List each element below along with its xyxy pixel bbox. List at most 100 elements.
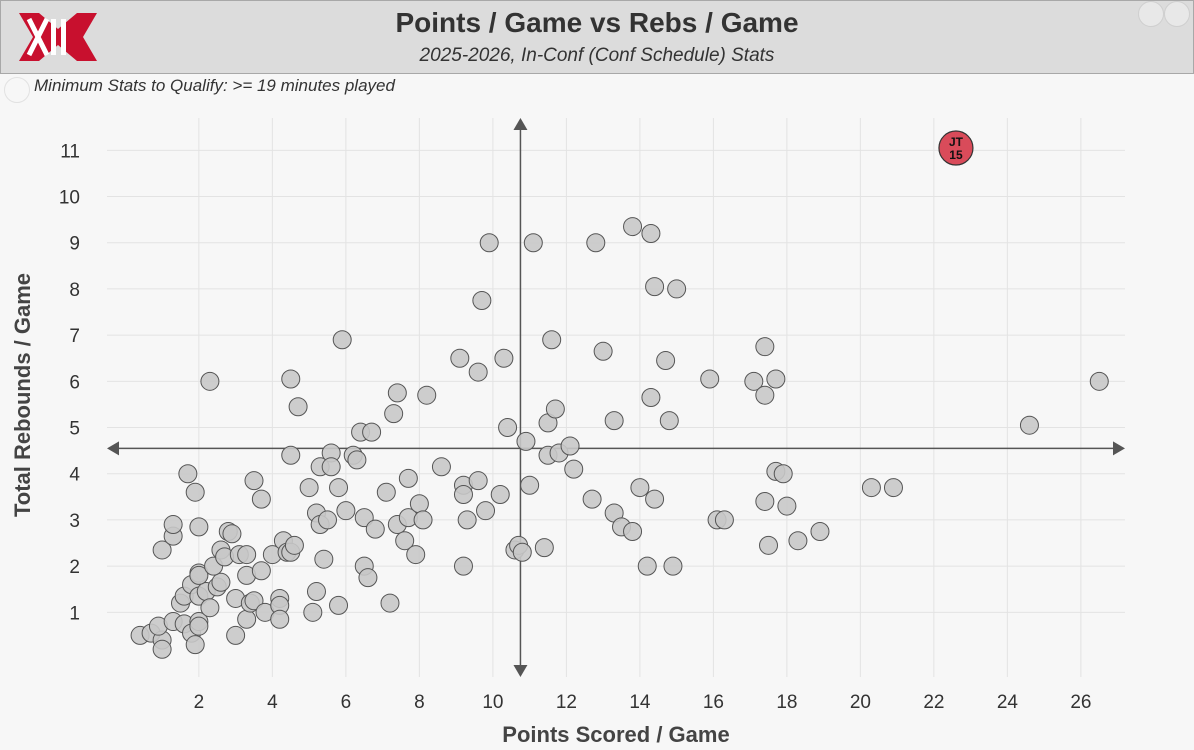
data-point	[376, 482, 396, 502]
data-point	[380, 593, 400, 613]
data-point	[329, 595, 349, 615]
data-point	[200, 371, 220, 391]
data-point	[288, 397, 308, 417]
x-tick-label: 10	[482, 692, 503, 713]
x-tick-label: 14	[629, 692, 651, 713]
data-point	[384, 404, 404, 424]
data-points	[130, 217, 1109, 659]
y-tick-label: 6	[69, 372, 80, 393]
data-point	[476, 501, 496, 521]
data-point	[163, 515, 183, 535]
data-point	[365, 519, 385, 539]
data-point	[251, 561, 271, 581]
y-tick-label: 1	[69, 603, 80, 624]
x-tick-label: 12	[556, 692, 577, 713]
data-point	[545, 399, 565, 419]
data-point	[270, 609, 290, 629]
data-point	[185, 482, 205, 502]
data-point	[667, 279, 687, 299]
data-point	[604, 411, 624, 431]
data-point	[189, 517, 209, 537]
x-tick-label: 24	[997, 692, 1019, 713]
big-xii-logo-icon	[19, 13, 97, 61]
data-point	[663, 556, 683, 576]
data-point	[417, 385, 437, 405]
data-point	[755, 491, 775, 511]
y-tick-label: 2	[69, 557, 80, 578]
data-point	[222, 524, 242, 544]
chart-subtitle: 2025-2026, In-Conf (Conf Schedule) Stats	[419, 45, 775, 66]
chart-title: Points / Game vs Rebs / Game	[395, 7, 799, 38]
data-point	[883, 478, 903, 498]
data-point	[564, 459, 584, 479]
data-point	[398, 468, 418, 488]
data-point	[314, 549, 334, 569]
data-point	[520, 475, 540, 495]
data-point	[152, 540, 172, 560]
data-point	[409, 494, 429, 514]
data-point	[226, 625, 246, 645]
data-point	[777, 496, 797, 516]
y-tick-label: 4	[69, 465, 80, 486]
left-arrow-icon	[107, 441, 119, 456]
data-point	[766, 369, 786, 389]
header-circle-icon	[1138, 1, 1164, 27]
data-point	[329, 478, 349, 498]
data-point	[237, 609, 257, 629]
data-point	[450, 348, 470, 368]
data-point	[700, 369, 720, 389]
data-point	[336, 501, 356, 521]
x-tick-label: 8	[414, 692, 425, 713]
data-point	[362, 422, 382, 442]
data-point	[586, 233, 606, 253]
data-point	[645, 489, 665, 509]
data-point	[512, 542, 532, 562]
data-point	[773, 464, 793, 484]
y-tick-label: 3	[69, 511, 80, 532]
data-point	[641, 388, 661, 407]
data-point	[457, 510, 477, 530]
qualify-note: Minimum Stats to Qualify: >= 19 minutes …	[34, 76, 395, 95]
data-point	[755, 385, 775, 405]
data-point	[321, 457, 341, 477]
x-tick-label: 6	[341, 692, 352, 713]
data-point	[281, 369, 301, 389]
y-tick-label: 9	[69, 234, 80, 255]
y-tick-label: 7	[69, 326, 80, 347]
data-point	[755, 337, 775, 357]
x-tick-label: 20	[850, 692, 871, 713]
highlight-label-initials: JT	[949, 135, 964, 149]
data-point	[494, 348, 514, 368]
data-point	[354, 508, 374, 528]
highlight-point	[938, 130, 974, 166]
data-point	[1089, 371, 1109, 391]
y-tick-label: 11	[60, 141, 80, 162]
data-point	[490, 485, 510, 505]
data-point	[211, 572, 231, 592]
data-point	[623, 521, 643, 541]
x-tick-label: 16	[703, 692, 724, 713]
data-point	[623, 217, 643, 237]
down-arrow-icon	[513, 665, 528, 677]
data-point	[318, 510, 338, 530]
data-point	[641, 223, 661, 243]
data-point	[299, 478, 319, 498]
data-point	[593, 341, 613, 361]
y-tick-label: 8	[69, 280, 80, 301]
mean-reference-lines	[107, 118, 1125, 677]
header-circle-icon	[1164, 1, 1190, 27]
y-tick-label: 5	[69, 419, 80, 440]
data-point	[178, 464, 198, 484]
data-point	[332, 330, 352, 350]
data-point	[714, 510, 734, 530]
data-point	[189, 565, 209, 585]
data-point	[534, 538, 554, 558]
data-point	[582, 489, 602, 509]
data-point	[523, 233, 543, 253]
data-point	[387, 383, 407, 403]
y-axis-title: Total Rebounds / Game	[10, 273, 35, 517]
x-tick-label: 4	[267, 692, 278, 713]
data-point	[479, 233, 499, 253]
